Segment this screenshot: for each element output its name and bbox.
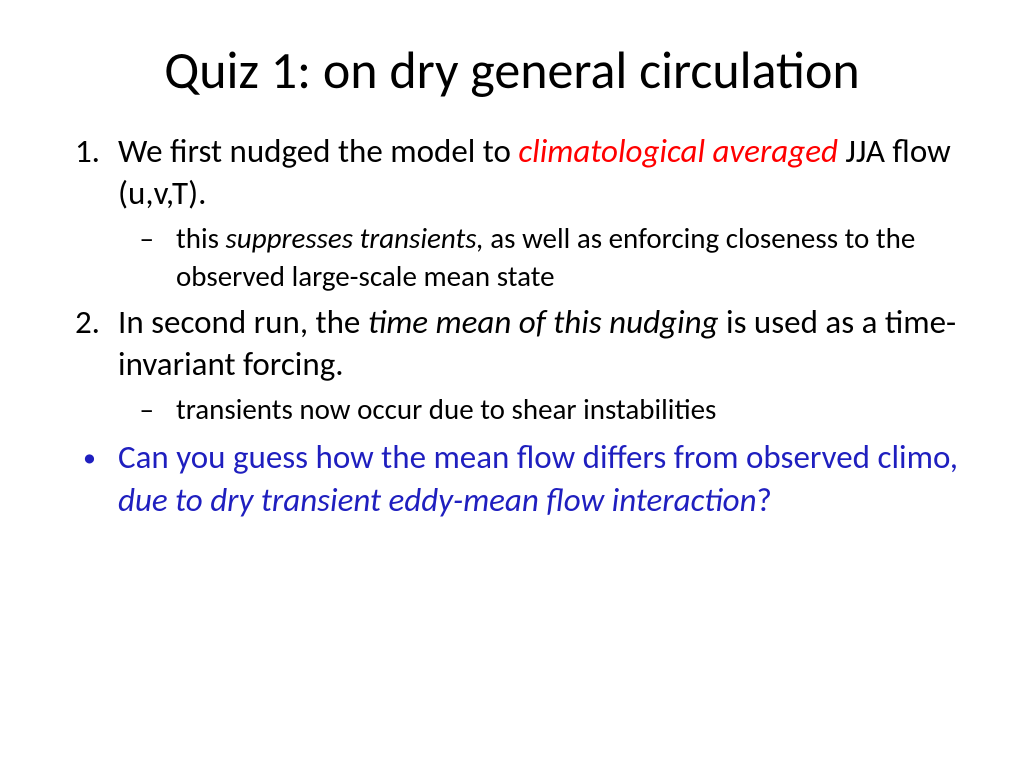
list-subitem-2: – transients now occur due to shear inst…: [60, 391, 964, 428]
list-text: We first nudged the model to climatologi…: [118, 130, 964, 214]
emphasis-italic: due to dry transient eddy-mean flow inte…: [118, 480, 757, 520]
sub-text: this suppresses transients, as well as e…: [176, 220, 964, 294]
bullet-marker: •: [60, 436, 118, 520]
emphasis-red: climatological averaged: [518, 131, 838, 171]
question-text: Can you guess how the mean flow differs …: [118, 436, 964, 520]
emphasis-italic: suppresses transients,: [226, 220, 484, 256]
question-bullet: • Can you guess how the mean flow differ…: [60, 436, 964, 520]
text-post: ?: [757, 480, 772, 520]
emphasis-italic: time mean of this nudging: [368, 302, 719, 342]
sub-text: transients now occur due to shear instab…: [176, 391, 964, 428]
slide-body: 1. We first nudged the model to climatol…: [60, 130, 964, 521]
text-pre: Can you guess how the mean flow differs …: [118, 437, 958, 477]
text-pre: this: [176, 220, 226, 256]
list-marker: 2.: [60, 301, 118, 385]
text-pre: We first nudged the model to: [118, 131, 518, 171]
list-marker: 1.: [60, 130, 118, 214]
list-subitem-1: – this suppresses transients, as well as…: [60, 220, 964, 294]
sub-marker: –: [60, 391, 176, 428]
slide-title: Quiz 1: on dry general circulation: [60, 38, 964, 102]
list-text: In second run, the time mean of this nud…: [118, 301, 964, 385]
list-item-2: 2. In second run, the time mean of this …: [60, 301, 964, 385]
slide: Quiz 1: on dry general circulation 1. We…: [0, 0, 1024, 768]
text-pre: In second run, the: [118, 302, 368, 342]
sub-marker: –: [60, 220, 176, 294]
list-item-1: 1. We first nudged the model to climatol…: [60, 130, 964, 214]
